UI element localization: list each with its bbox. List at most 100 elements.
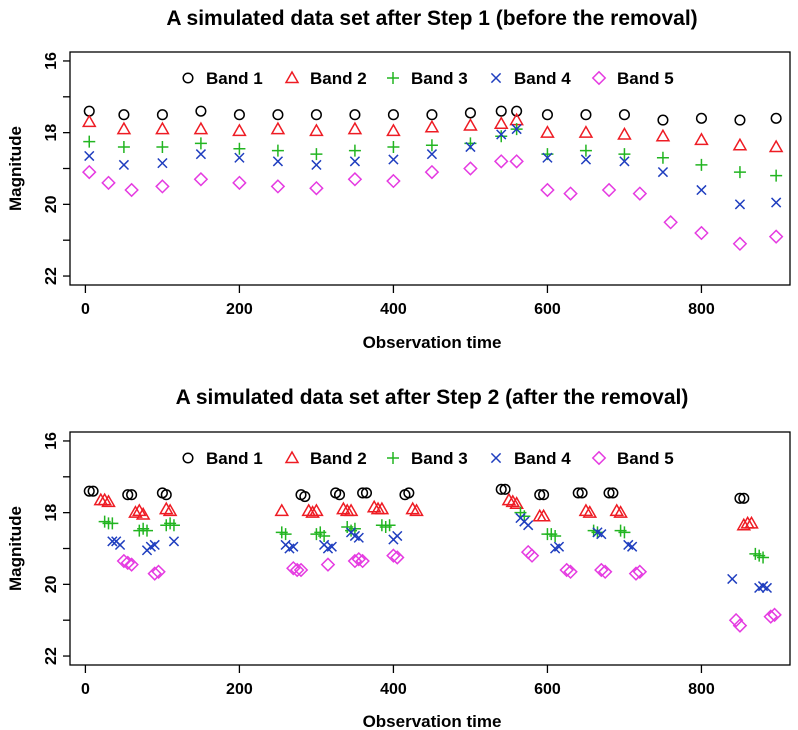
data-point bbox=[279, 528, 292, 541]
data-point bbox=[162, 503, 178, 517]
data-point bbox=[409, 503, 424, 517]
data-point bbox=[310, 148, 323, 161]
data-point bbox=[106, 517, 119, 530]
data-point bbox=[579, 144, 592, 157]
data-point bbox=[107, 536, 118, 547]
data-point bbox=[147, 566, 162, 581]
data-point bbox=[578, 503, 594, 517]
legend-marker bbox=[284, 70, 300, 84]
data-point bbox=[403, 487, 415, 499]
data-point bbox=[270, 179, 286, 194]
data-point bbox=[763, 609, 779, 624]
data-point bbox=[157, 157, 168, 169]
data-point bbox=[493, 116, 509, 129]
data-point bbox=[386, 548, 401, 563]
y-tick-label: 16 bbox=[43, 432, 60, 450]
data-point bbox=[534, 489, 546, 501]
data-point bbox=[156, 140, 169, 153]
y-tick-label: 22 bbox=[43, 267, 60, 285]
data-point bbox=[733, 166, 746, 179]
data-point bbox=[563, 564, 578, 580]
data-point bbox=[349, 156, 361, 167]
data-point bbox=[120, 555, 136, 571]
data-point bbox=[463, 117, 478, 131]
series-3 bbox=[83, 123, 783, 182]
legend-label: Band 3 bbox=[411, 69, 468, 88]
data-point bbox=[464, 107, 476, 119]
data-point bbox=[122, 489, 134, 501]
data-point bbox=[523, 520, 534, 531]
data-point bbox=[167, 519, 180, 532]
legend-marker bbox=[591, 70, 607, 86]
data-point bbox=[657, 114, 669, 126]
data-point bbox=[632, 564, 648, 580]
x-tick-label: 600 bbox=[534, 681, 561, 698]
data-point bbox=[536, 508, 551, 522]
data-point bbox=[505, 494, 521, 508]
data-point bbox=[520, 544, 536, 560]
data-point bbox=[770, 112, 782, 124]
data-point bbox=[195, 149, 207, 160]
data-point bbox=[318, 529, 331, 542]
y-tick-label: 20 bbox=[43, 575, 60, 593]
data-point bbox=[124, 557, 139, 572]
data-point bbox=[580, 154, 592, 165]
data-point bbox=[374, 501, 390, 515]
data-point bbox=[582, 505, 598, 518]
data-point bbox=[695, 112, 707, 124]
data-point bbox=[728, 612, 744, 628]
chart-title: A simulated data set after Step 1 (befor… bbox=[166, 7, 697, 30]
data-point bbox=[738, 492, 750, 504]
data-point bbox=[326, 541, 337, 552]
data-point bbox=[732, 236, 748, 252]
data-point bbox=[155, 179, 170, 194]
data-point bbox=[572, 487, 584, 499]
data-point bbox=[117, 140, 130, 153]
legend-label: Band 5 bbox=[617, 69, 674, 88]
data-point bbox=[499, 483, 511, 495]
data-point bbox=[310, 109, 322, 121]
data-point bbox=[596, 529, 607, 540]
legend-label: Band 5 bbox=[617, 449, 674, 468]
y-tick-label: 18 bbox=[43, 504, 60, 522]
series-2 bbox=[81, 112, 784, 153]
data-point bbox=[509, 496, 524, 509]
data-point bbox=[293, 562, 309, 578]
data-point bbox=[194, 137, 207, 150]
legend: Band 1 Band 2 Band 3 Band 4 Band 5 bbox=[182, 69, 674, 88]
data-point bbox=[732, 618, 748, 633]
data-point bbox=[465, 141, 476, 153]
data-point bbox=[657, 166, 669, 178]
x-tick-label: 400 bbox=[380, 681, 407, 698]
data-point bbox=[156, 109, 168, 121]
data-point bbox=[81, 114, 97, 128]
legend-marker bbox=[284, 450, 300, 464]
data-point bbox=[771, 197, 782, 208]
data-point bbox=[83, 485, 95, 497]
data-point bbox=[580, 109, 592, 121]
data-point bbox=[632, 186, 648, 201]
x-tick-label: 800 bbox=[688, 681, 715, 698]
data-point bbox=[349, 109, 361, 121]
data-point bbox=[355, 553, 370, 569]
data-point bbox=[193, 121, 209, 135]
data-point bbox=[114, 539, 126, 551]
data-point bbox=[274, 503, 290, 517]
data-point bbox=[597, 564, 613, 580]
data-point bbox=[757, 551, 770, 564]
data-point bbox=[511, 105, 523, 117]
data-point bbox=[351, 551, 367, 567]
data-point bbox=[126, 489, 138, 501]
data-point bbox=[613, 505, 628, 518]
data-point bbox=[559, 562, 574, 578]
data-point bbox=[541, 109, 553, 121]
data-point bbox=[540, 125, 555, 138]
data-point bbox=[232, 175, 247, 191]
data-point bbox=[336, 501, 351, 515]
data-point bbox=[392, 530, 403, 542]
series-1 bbox=[83, 105, 782, 126]
data-point bbox=[155, 121, 170, 135]
data-point bbox=[158, 501, 174, 515]
data-point bbox=[734, 114, 746, 126]
data-point bbox=[617, 126, 632, 140]
